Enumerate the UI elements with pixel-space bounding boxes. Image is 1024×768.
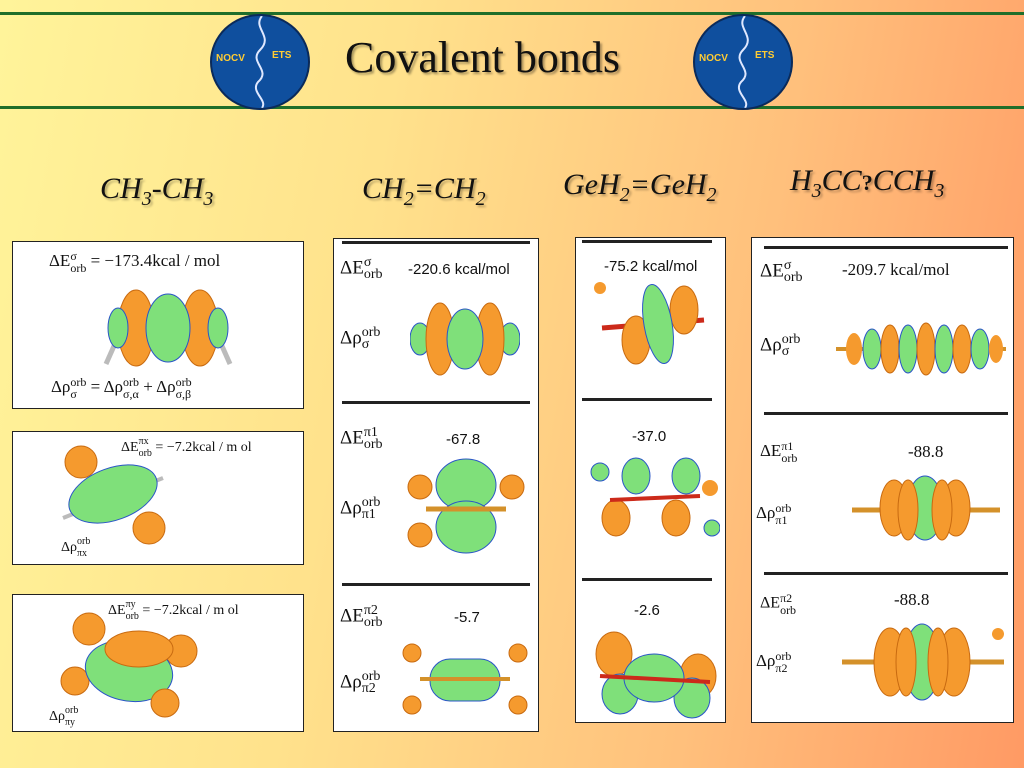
delta-rho-sigma-label: Δρorb σ xyxy=(340,325,381,352)
page-title: Covalent bonds xyxy=(345,33,620,82)
delta-e-sigma-label: ΔEσ orb xyxy=(340,255,383,282)
separator-bar xyxy=(582,398,712,401)
ethane-pix-panel: ΔEπx orb = −7.2kcal / m ol Δρorb πx xyxy=(12,431,304,565)
delta-rho-pi2-label: Δρorb π2 xyxy=(756,649,792,675)
delta-e-pi2-value: -2.6 xyxy=(634,602,660,619)
delta-e-pi2-value: -88.8 xyxy=(894,590,930,609)
delta-e-sigma-value: -75.2 kcal/mol xyxy=(604,258,698,275)
delta-rho-sigma-label: Δρorb σ xyxy=(760,332,801,359)
sigma-orbital-image xyxy=(410,302,520,376)
logo-right-text: ETS xyxy=(755,50,775,61)
logo-left-text: NOCV xyxy=(216,53,245,64)
molecule-heading-digermene: GeH2=GeH2 xyxy=(563,168,717,206)
delta-e-sigma-value: -220.6 kcal/mol xyxy=(408,261,510,278)
delta-e-sigma-value: −173.4kcal / mol xyxy=(104,250,221,270)
nocv-ets-logo-right: NOCV ETS xyxy=(693,14,793,110)
piy-orbital-image xyxy=(60,612,198,718)
molecule-heading-dimethylacetylene: H3CC?CCH3 xyxy=(790,164,945,202)
delta-rho-piy-label: Δρorb πy xyxy=(49,705,79,728)
delta-rho-pi2-label: Δρorb π2 xyxy=(340,669,381,696)
delta-rho-pix-label: Δρorb πx xyxy=(61,536,91,559)
delta-e-pi1-value: -37.0 xyxy=(632,428,667,445)
pi2-orbital-image xyxy=(842,623,1004,701)
logo-divider-icon xyxy=(738,16,749,108)
separator-bar xyxy=(582,240,712,243)
delta-e-pix-value: −7.2kcal / m ol xyxy=(166,440,252,456)
separator-bar xyxy=(764,412,1008,415)
delta-e-sigma-value: -209.7 kcal/mol xyxy=(842,260,950,279)
logo-divider-icon xyxy=(255,16,266,108)
separator-bar xyxy=(764,572,1008,575)
delta-e-pi1-label: ΔEπ1 orb xyxy=(340,425,383,452)
separator-bar xyxy=(764,246,1008,249)
pi2-orbital-image xyxy=(402,643,528,715)
molecule-heading-ethane: CH3-CH3 xyxy=(100,172,214,210)
delta-e-sigma-label: ΔEσ orb xyxy=(760,258,803,285)
logo-left-text: NOCV xyxy=(699,53,728,64)
header-top-rule xyxy=(0,12,1024,15)
delta-e-pi1-value: -67.8 xyxy=(446,431,481,448)
pi1-orbital-image xyxy=(407,458,525,554)
digermene-panel: -75.2 kcal/mol -37.0 -2.6 xyxy=(575,237,726,723)
delta-e-pi1-value: -88.8 xyxy=(908,442,944,461)
dimethylacetylene-panel: ΔEσ orb -209.7 kcal/mol Δρorb σ ΔEπ1 orb -8… xyxy=(751,237,1014,723)
ethane-piy-panel: ΔEπy orb = −7.2kcal / m ol Δρorb πy xyxy=(12,594,304,732)
sigma-orbital-image xyxy=(103,289,233,367)
ethylene-panel: ΔEσ orb -220.6 kcal/mol Δρorb σ ΔEπ1 orb -6… xyxy=(333,238,539,732)
sigma-orbital-image xyxy=(836,322,1006,376)
missing-glyph: ? xyxy=(861,170,873,195)
logo-right-text: ETS xyxy=(272,50,292,61)
delta-rho-pi1-label: Δρorb π1 xyxy=(756,501,792,527)
separator-bar xyxy=(342,241,530,244)
pix-orbital-image xyxy=(62,445,166,545)
delta-e-pi2-label: ΔEπ2 orb xyxy=(760,591,797,617)
pi2-orbital-image xyxy=(595,631,717,719)
nocv-ets-logo-left: NOCV ETS xyxy=(210,14,310,110)
delta-e-pix-label: ΔEπx orb = −7.2kcal / m ol xyxy=(121,436,252,459)
ethane-sigma-panel: ΔEσ orb = −173.4kcal / mol Δρorb σ = Δρorb… xyxy=(12,241,304,409)
pi1-orbital-image xyxy=(852,475,1000,541)
separator-bar xyxy=(582,578,712,581)
delta-e-piy-value: −7.2kcal / m ol xyxy=(153,603,239,619)
delta-e-pi2-label: ΔEπ2 orb xyxy=(340,603,383,630)
header-bottom-rule xyxy=(0,106,1024,109)
sigma-orbital-image xyxy=(594,282,705,365)
delta-e-pi1-label: ΔEπ1 orb xyxy=(760,439,798,465)
delta-e-sigma-label: ΔEσ orb = −173.4kcal / mol xyxy=(49,249,221,275)
separator-bar xyxy=(342,583,530,586)
separator-bar xyxy=(342,401,530,404)
delta-e-piy-label: ΔEπy orb = −7.2kcal / m ol xyxy=(108,599,239,622)
delta-rho-pi1-label: Δρorb π1 xyxy=(340,495,381,522)
delta-e-pi2-value: -5.7 xyxy=(454,609,480,626)
molecule-heading-ethylene: CH2=CH2 xyxy=(362,172,486,210)
pi1-orbital-image xyxy=(590,457,720,537)
delta-rho-sigma-label: Δρorb σ = Δρorb σ,α + Δρorb σ,β xyxy=(51,375,192,401)
